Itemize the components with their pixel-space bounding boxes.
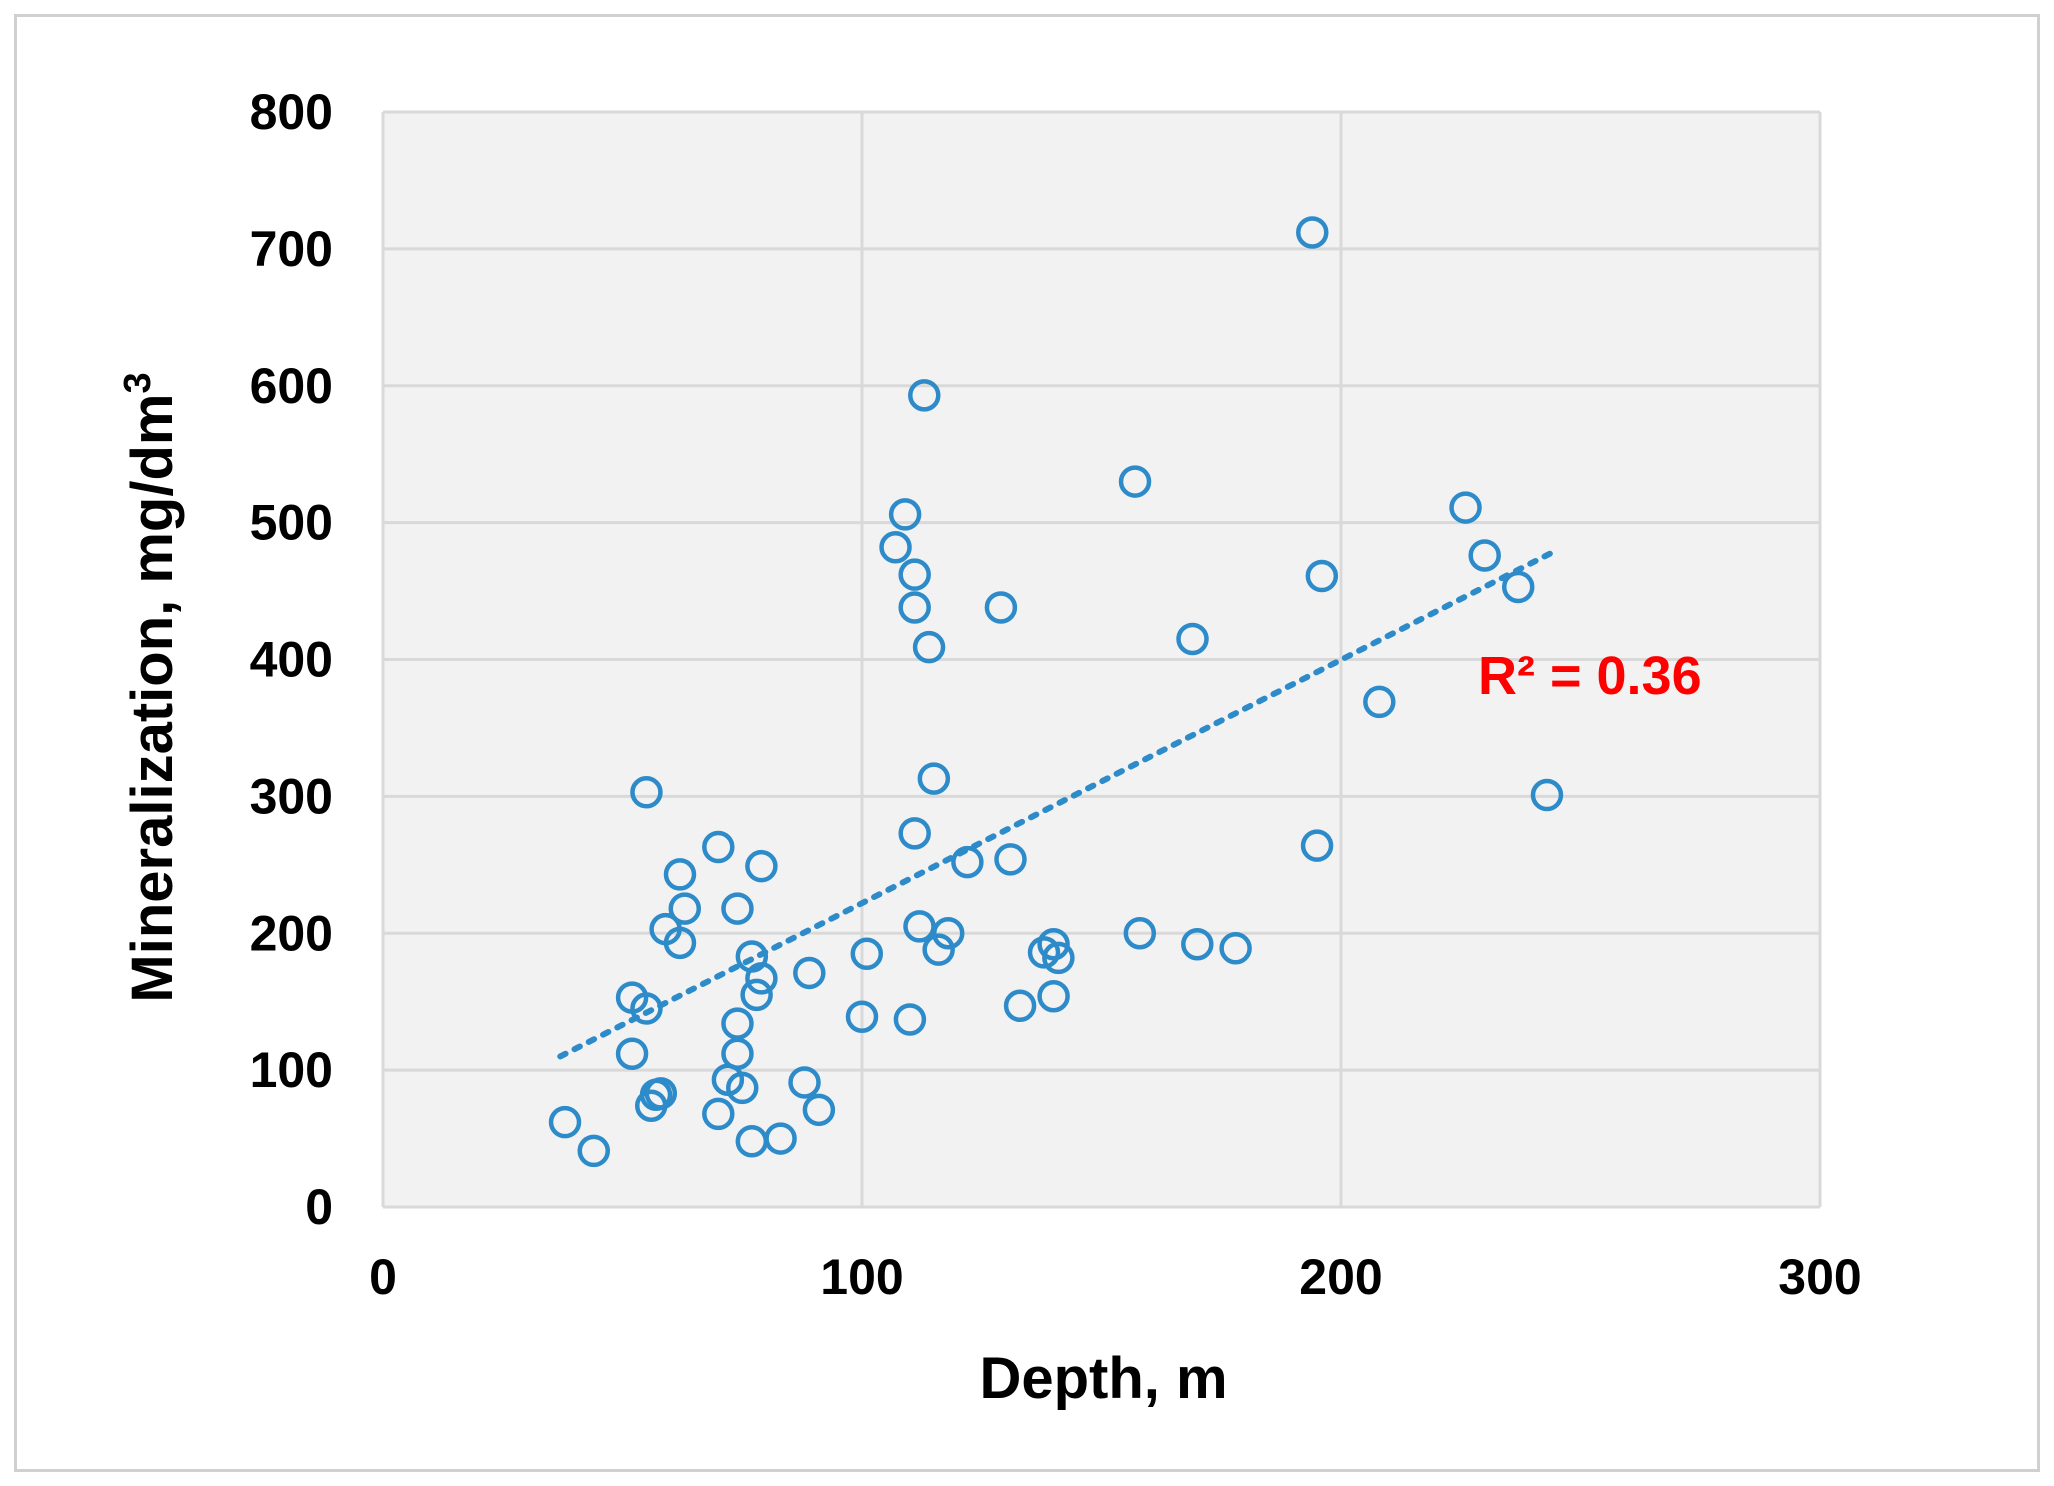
data-point: [898, 817, 931, 850]
data-point: [1027, 936, 1061, 969]
data-point: [845, 1000, 879, 1033]
data-point: [726, 1071, 759, 1105]
data-point: [898, 558, 931, 591]
y-tick-labels: 0 100 200 300 400 500 600 700 800: [250, 84, 333, 1235]
data-point: [1530, 778, 1564, 812]
y-tick-label: 800: [250, 84, 333, 140]
y-tick-label: 400: [250, 632, 333, 688]
data-point: [1300, 829, 1334, 862]
data-point: [888, 498, 922, 531]
data-point: [663, 858, 697, 891]
data-point: [1468, 539, 1501, 572]
data-point: [1501, 570, 1535, 604]
data-point: [1363, 685, 1396, 719]
data-point: [548, 1105, 582, 1139]
y-tick-label: 100: [250, 1042, 333, 1098]
x-axis-title: Depth, m: [979, 1346, 1227, 1411]
svg-text:Mineralization, mg/dm3: Mineralization, mg/dm3: [117, 372, 185, 1002]
y-axis-title-text: Mineralization, mg/dm: [120, 394, 185, 1003]
data-point: [788, 1066, 821, 1099]
data-point: [721, 1037, 754, 1070]
data-point: [994, 843, 1027, 876]
data-point: [745, 962, 778, 995]
x-tick-label: 100: [820, 1249, 903, 1305]
data-point: [1037, 927, 1070, 961]
data-point: [793, 956, 826, 990]
gridlines: [381, 110, 1822, 1209]
data-point: [663, 926, 697, 960]
y-tick-label: 600: [250, 358, 333, 414]
data-point: [1003, 989, 1037, 1023]
data-point: [630, 776, 663, 809]
data-point: [702, 1097, 735, 1131]
data-point: [1118, 465, 1152, 498]
data-point: [644, 1077, 678, 1110]
data-point: [630, 992, 663, 1025]
r-squared-annotation: R² = 0.36: [1478, 646, 1702, 706]
data-point: [1176, 622, 1209, 656]
y-tick-label: 700: [250, 221, 333, 277]
x-tick-label: 300: [1778, 1249, 1861, 1305]
data-point: [802, 1093, 836, 1127]
data-point: [702, 830, 735, 864]
data-point: [1305, 559, 1339, 593]
data-point: [903, 910, 936, 943]
data-point: [668, 892, 702, 925]
data-point: [922, 933, 955, 966]
data-point: [1037, 979, 1070, 1013]
data-point: [577, 1134, 611, 1168]
data-point: [615, 1037, 649, 1070]
data-point: [984, 591, 1018, 624]
data-point: [1219, 932, 1252, 965]
data-points: [548, 216, 1564, 1168]
data-point: [1181, 927, 1214, 961]
data-point: [908, 379, 941, 412]
data-point: [893, 1003, 927, 1036]
data-point: [1449, 491, 1482, 524]
x-tick-labels: 0 100 200 300: [369, 1249, 1862, 1305]
data-point: [764, 1122, 797, 1155]
data-point: [931, 917, 965, 950]
data-point: [1042, 941, 1075, 975]
x-tick-label: 0: [369, 1249, 397, 1305]
x-tick-label: 200: [1299, 1249, 1382, 1305]
data-point: [879, 531, 912, 564]
y-tick-label: 0: [305, 1179, 333, 1235]
data-point: [1296, 216, 1329, 249]
data-point: [917, 762, 951, 795]
y-tick-label: 500: [250, 495, 333, 551]
y-tick-label: 200: [250, 905, 333, 961]
y-axis-title-superscript: 3: [117, 372, 159, 393]
y-axis-title: Mineralization, mg/dm3: [117, 372, 185, 1002]
data-point: [745, 849, 778, 883]
data-point: [740, 978, 773, 1012]
data-point: [898, 591, 931, 624]
data-point: [1123, 917, 1157, 950]
data-point: [912, 630, 946, 664]
data-point: [850, 937, 884, 971]
data-point: [951, 845, 984, 879]
trendline: [557, 549, 1555, 1060]
data-point: [721, 892, 754, 925]
y-tick-label: 300: [250, 768, 333, 824]
